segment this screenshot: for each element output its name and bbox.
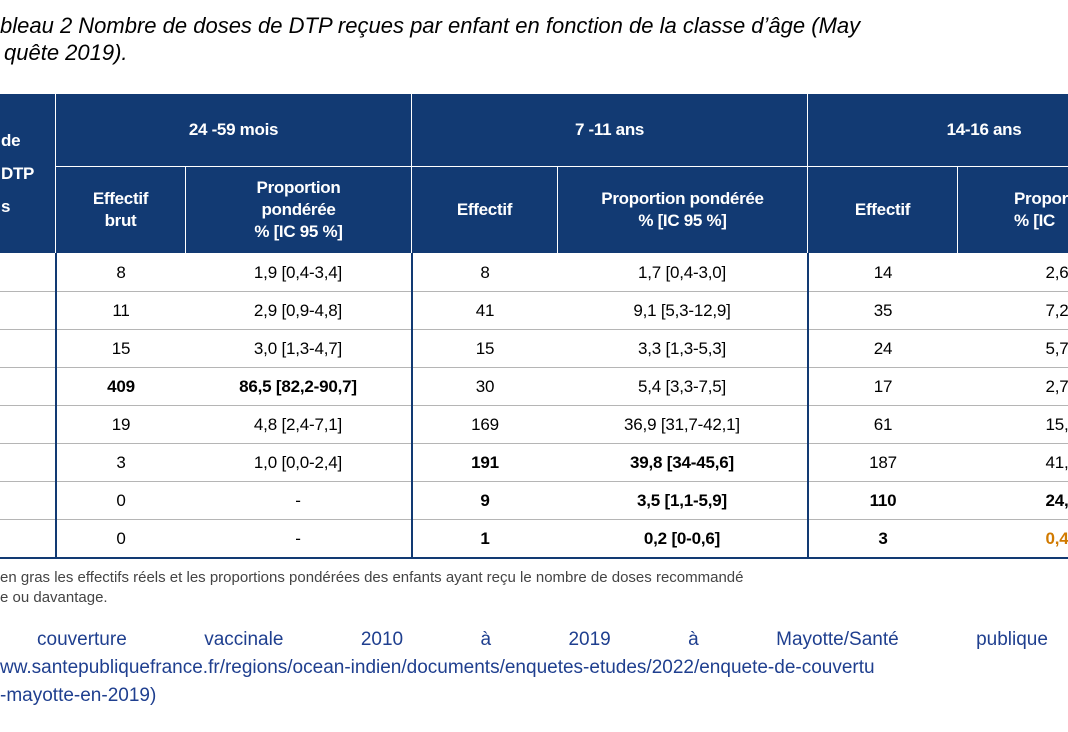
- table-row: 81,9 [0,4-3,4]81,7 [0,4-3,0]142,6 [0: [0, 253, 1068, 292]
- table-cell: 5,7 [: [957, 329, 1068, 368]
- table-cell: [0, 291, 57, 330]
- table-cell: 191: [411, 443, 558, 482]
- table-cell: 61: [807, 405, 958, 444]
- source-word: publique: [976, 629, 1048, 650]
- table-cell: 39,8 [34-45,6]: [557, 443, 809, 482]
- row-header-cell: de DTP s: [0, 93, 56, 254]
- group-header-24-59-mois: 24 -59 mois: [55, 93, 412, 167]
- source-word: 2019: [568, 629, 611, 650]
- table-cell: [0, 367, 57, 406]
- table-cell: 3,0 [1,3-4,7]: [185, 329, 413, 368]
- table-body: 81,9 [0,4-3,4]81,7 [0,4-3,0]142,6 [0112,…: [0, 253, 1068, 559]
- table-cell: 17: [807, 367, 958, 406]
- source-word: à: [480, 629, 492, 650]
- subheader-g1-proportion: Proportion pondérée% [IC 95 %]: [185, 166, 412, 254]
- table-cell: 86,5 [82,2-90,7]: [185, 367, 413, 406]
- table-cell: 24,7 [1: [957, 481, 1068, 520]
- table-cell: 1,9 [0,4-3,4]: [185, 253, 413, 292]
- table-cell: -: [185, 519, 413, 559]
- subheader-g2-proportion: Proportion pondérée% [IC 95 %]: [556, 166, 809, 254]
- table-cell: 1: [411, 519, 558, 559]
- caption-line-1: bleau 2 Nombre de doses de DTP reçues pa…: [0, 13, 861, 38]
- group-header-7-11-ans: 7 -11 ans: [410, 93, 809, 167]
- group-header-14-16-ans: 14-16 ans: [807, 93, 1068, 167]
- table-cell: 35: [807, 291, 958, 330]
- table-cell: [0, 329, 57, 368]
- table-cell: 0: [55, 481, 186, 520]
- table-cell: 169: [411, 405, 558, 444]
- table-cell: 15: [55, 329, 186, 368]
- subheader-g3-count: Effectif: [807, 166, 959, 254]
- source-word: à: [688, 629, 699, 650]
- table-cell: 0: [55, 519, 186, 559]
- table-cell: [0, 253, 57, 292]
- source-word: couverture: [37, 629, 127, 650]
- table-cell: 9,1 [5,3-12,9]: [557, 291, 809, 330]
- table-cell: 7,2 [4: [957, 291, 1068, 330]
- table-cell: [0, 405, 57, 444]
- footnote-line-1: en gras les effectifs réels et les propo…: [0, 569, 744, 586]
- source-word: Mayotte/Santé: [776, 629, 899, 650]
- subheader-g1-count: Effectif brut: [55, 166, 186, 254]
- table-cell: 30: [411, 367, 558, 406]
- table-row: 153,0 [1,3-4,7]153,3 [1,3-5,3]245,7 [: [0, 329, 1068, 368]
- subheader-g2-count: Effectif: [411, 166, 558, 254]
- table-cell: 41,4 [3: [957, 443, 1068, 482]
- table-cell: 15,2 [: [957, 405, 1068, 444]
- table-cell: 15: [411, 329, 558, 368]
- table-cell: [0, 443, 57, 482]
- source-word: vaccinale: [204, 629, 284, 650]
- table-container: de DTP s 24 -59 mois 7 -11 ans 14-16 ans…: [0, 93, 1068, 559]
- table-cell: 409: [55, 367, 186, 406]
- table-cell: 0,2 [0-0,6]: [557, 519, 809, 559]
- dtp-doses-table: de DTP s 24 -59 mois 7 -11 ans 14-16 ans…: [0, 93, 1068, 559]
- table-cell: 8: [411, 253, 558, 292]
- table-cell: 0,4 [: [957, 519, 1068, 559]
- table-cell: 3,3 [1,3-5,3]: [557, 329, 809, 368]
- table-cell: -: [185, 481, 413, 520]
- table-cell: 110: [807, 481, 958, 520]
- table-row: 112,9 [0,9-4,8]419,1 [5,3-12,9]357,2 [4: [0, 291, 1068, 330]
- subheader-g3-proportion: Proportio% [IC: [957, 166, 1068, 254]
- table-cell: [0, 481, 57, 520]
- table-cell: 14: [807, 253, 958, 292]
- source-line-3: -mayotte-en-2019): [0, 685, 157, 706]
- table-cell: 2,7 [: [957, 367, 1068, 406]
- table-cell: 4,8 [2,4-7,1]: [185, 405, 413, 444]
- source-url-line[interactable]: ww.santepubliquefrance.fr/regions/ocean-…: [0, 657, 875, 678]
- table-cell: 36,9 [31,7-42,1]: [557, 405, 809, 444]
- table-cell: 19: [55, 405, 186, 444]
- table-cell: 2,6 [0: [957, 253, 1068, 292]
- table-cell: 1,7 [0,4-3,0]: [557, 253, 809, 292]
- table-caption: bleau 2 Nombre de doses de DTP reçues pa…: [0, 12, 1068, 66]
- source-reference: couverture vaccinale 2010 à 2019 à Mayotte/San…: [0, 626, 1068, 710]
- table-row: 409 86,5 [82,2-90,7] 30 5,4 [3,3-7,5] 17 2,7 …: [0, 367, 1068, 406]
- source-word: 2010: [360, 629, 404, 650]
- table-cell: 3: [807, 519, 958, 559]
- table-cell: 8: [55, 253, 186, 292]
- table-cell: 5,4 [3,3-7,5]: [557, 367, 809, 406]
- caption-line-2: quête 2019).: [4, 40, 128, 65]
- table-cell: 11: [55, 291, 186, 330]
- table-cell: 9: [411, 481, 558, 520]
- row-header-line-3: s: [1, 197, 11, 216]
- footnote: en gras les effectifs réels et les propo…: [0, 568, 1068, 608]
- table-cell: 187: [807, 443, 958, 482]
- table-cell: 2,9 [0,9-4,8]: [185, 291, 413, 330]
- row-header-line-1: de: [1, 131, 21, 150]
- row-header-line-2: DTP: [1, 164, 35, 183]
- table-cell: 3: [55, 443, 186, 482]
- table-cell: [0, 519, 57, 559]
- table-row: 0-10,2 [0-0,6]30,4 [: [0, 519, 1068, 559]
- source-line-1: couverture vaccinale 2010 à 2019 à Mayotte/San…: [0, 626, 1068, 654]
- table-cell: 1,0 [0,0-2,4]: [185, 443, 413, 482]
- table-cell: 3,5 [1,1-5,9]: [557, 481, 809, 520]
- table-cell: 24: [807, 329, 958, 368]
- footnote-line-2: e ou davantage.: [0, 589, 108, 606]
- table-cell: 41: [411, 291, 558, 330]
